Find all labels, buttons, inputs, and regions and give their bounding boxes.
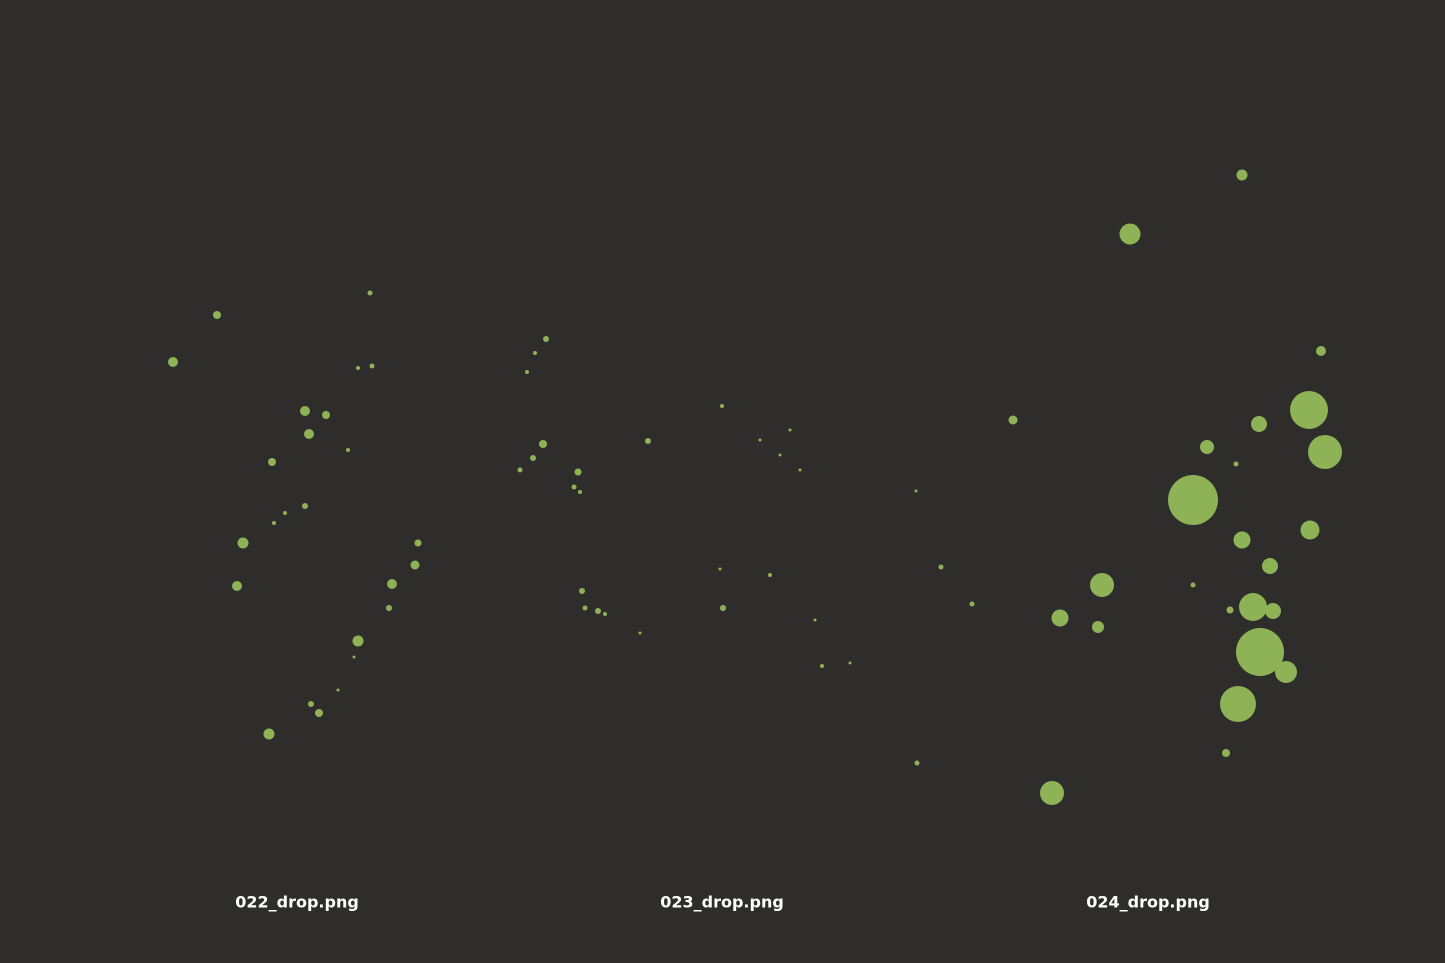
file-label: 024_drop.png [1086,893,1210,912]
drop [1040,781,1064,805]
drop [914,760,920,766]
drop [533,351,537,355]
drop [1233,461,1239,467]
drop [638,631,642,635]
file-label: 022_drop.png [235,893,359,912]
drop [237,537,249,549]
drop [300,406,310,416]
drop [969,601,975,607]
drop [758,438,762,442]
drop [1239,593,1267,621]
drop [530,455,536,461]
drop [595,608,601,614]
drop [582,605,588,611]
drop [778,453,782,457]
drop [1290,391,1328,429]
drop [168,357,178,367]
drop [356,366,360,370]
drop [367,290,373,296]
drop [579,588,585,594]
drop [336,688,340,692]
drop [302,503,308,509]
drop [268,458,276,466]
drop [352,655,356,659]
drop [387,579,397,589]
drop [304,429,314,439]
drop [272,521,276,525]
drop [232,581,242,591]
drop [263,728,275,740]
drop [1308,435,1342,469]
drop [369,363,375,369]
drop [1092,621,1104,633]
drop [1316,346,1326,356]
drop [798,468,802,472]
drop [352,635,364,647]
drop [414,539,422,547]
drop [1168,475,1218,525]
drop [574,468,582,476]
drop [1222,749,1230,757]
drop [315,709,323,717]
drop [386,605,392,611]
drop [603,612,607,616]
drop [322,411,330,419]
drop [1265,603,1281,619]
drop [410,560,420,570]
drop [213,311,221,319]
drop [1200,440,1214,454]
drop [308,701,314,707]
drop [517,467,523,473]
drop [718,567,722,571]
drop [720,605,726,611]
drop [1262,558,1278,574]
drop [346,448,350,452]
drop [1300,520,1320,540]
drop [1119,223,1141,245]
drop [1251,416,1267,432]
drop [768,573,772,577]
drop [1233,531,1251,549]
drop [813,618,817,622]
drop [578,490,582,494]
drop [788,428,792,432]
drop [848,661,852,665]
drop [1236,169,1248,181]
drop [914,489,918,493]
drop [525,370,529,374]
drop [1051,609,1069,627]
drop [539,440,547,448]
drop [1226,606,1234,614]
drop [1220,686,1256,722]
drop [283,511,287,515]
drop [820,664,824,668]
drop [543,336,549,342]
splatters [168,169,1342,805]
drop [938,564,944,570]
drop [1236,628,1284,676]
drop [645,438,651,444]
drop [1190,582,1196,588]
drop [1008,415,1018,425]
file-label: 023_drop.png [660,893,784,912]
drop [1090,573,1114,597]
drop [1275,661,1297,683]
drop [571,484,577,490]
drop [720,404,724,408]
